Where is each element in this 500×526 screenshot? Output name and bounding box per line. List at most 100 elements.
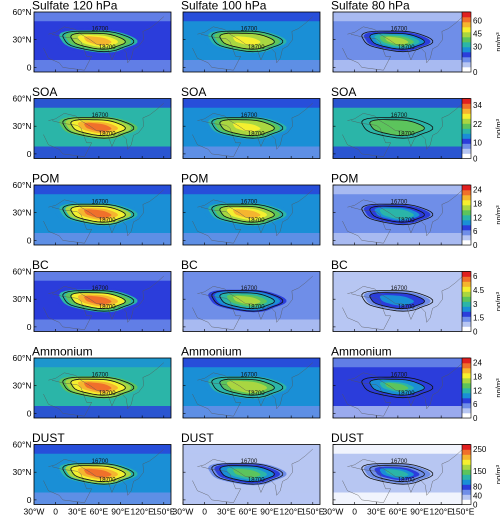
colorbar-tick-label: 45 [473, 29, 482, 38]
colorbar-swatch [462, 459, 471, 465]
panel-ammonium-0: 16700 18700 Ammonium 0 30°N 60°N [13, 345, 172, 419]
coastline-africa [43, 33, 93, 71]
field-midlat [333, 185, 470, 195]
field-midlat [34, 12, 171, 22]
lat-tick-label: 0 [27, 322, 32, 332]
contour-label: 18700 [248, 218, 265, 224]
colorbar-sulfate: 0 30 45 60 ng/m³ [461, 11, 500, 77]
colorbar-swatch [462, 32, 471, 38]
lon-tick-label: 30°E [367, 507, 386, 517]
panel-dust-0: 16700 18700 DUST 0 30°N 60°N 30°W 0 30°E 60°E 90°E… [13, 431, 176, 517]
coastline-africa [192, 379, 242, 417]
panel-title: SOA [331, 85, 356, 99]
panel-soa-2: 16700 18700 SOA [331, 85, 471, 159]
geopotential-contour [62, 463, 135, 485]
lon-tick-label: 30°W [323, 507, 344, 517]
contour-label: 18700 [398, 477, 415, 483]
lat-tick-label: 30°N [13, 208, 32, 218]
field-tropics [333, 233, 470, 245]
lon-tick-label: 30°W [24, 507, 45, 517]
contour-label: 18700 [248, 131, 265, 137]
field-tropics [183, 406, 320, 418]
contour-label: 18700 [248, 477, 265, 483]
field-tropics [183, 233, 320, 245]
geopotential-contour [219, 465, 275, 483]
geopotential-contour [62, 203, 135, 226]
colorbar-swatch [462, 276, 471, 282]
geopotential-contour [361, 203, 434, 226]
field-midlat [333, 98, 470, 108]
panel-title: Sulfate 80 hPa [331, 0, 410, 13]
geopotential-contour [70, 465, 126, 483]
geopotential-contour [211, 117, 284, 139]
panel-title: Sulfate 100 hPa [181, 0, 267, 13]
field-tropics [333, 146, 470, 159]
panel-sulfate-2: 16700 18700 Sulfate 80 hPa [331, 0, 471, 73]
lon-tick-label: 120°E [131, 507, 155, 517]
colorbar-tick-label: 250 [473, 445, 487, 454]
colorbar-swatch [462, 17, 471, 23]
colorbar-swatch [462, 42, 471, 48]
panel-sulfate-0: 16700 18700 Sulfate 120 hPa 0 30°N 60°N [13, 0, 172, 73]
panel-frame [182, 98, 321, 159]
coastline [197, 362, 313, 410]
panel-frame [182, 271, 321, 332]
colorbar-swatch [462, 306, 471, 312]
lat-tick-label: 0 [27, 62, 32, 72]
coastline-africa [342, 293, 392, 330]
colorbar-swatch [462, 281, 471, 287]
colorbar-swatch [462, 190, 471, 196]
lon-tick-label: 90°E [260, 507, 279, 517]
field-midlat [34, 185, 171, 195]
colorbar-tick-label: 24 [473, 359, 482, 368]
lon-tick-label: 0 [202, 507, 207, 517]
contour-label: 18700 [248, 304, 265, 310]
panel-frame [182, 11, 321, 73]
geopotential-contour [211, 290, 284, 312]
panel-title: DUST [181, 431, 214, 445]
lon-tick-label: 120°E [280, 507, 304, 517]
panel-title: POM [181, 172, 208, 186]
colorbar-swatch [462, 215, 471, 221]
contour-label: 18700 [248, 45, 265, 51]
colorbar-tick-label: 0 [473, 414, 478, 423]
lat-tick-label: 30°N [13, 467, 32, 477]
panel-title: Ammonium [331, 345, 392, 359]
lon-tick-label: 90°E [410, 507, 429, 517]
lon-tick-label: 30°E [68, 507, 87, 517]
colorbar-swatch [462, 464, 471, 470]
lat-tick-label: 60°N [13, 353, 32, 363]
concentration-level-5 [385, 382, 409, 391]
colorbar-swatch [462, 225, 471, 231]
colorbar-swatch [462, 220, 471, 226]
colorbar-tick-label: 6 [473, 400, 478, 409]
geopotential-contour [211, 203, 284, 226]
panel-frame [33, 357, 172, 419]
colorbar-frame [461, 98, 472, 159]
concentration-level-5 [385, 296, 409, 305]
field-midlat [183, 98, 320, 108]
geopotential-contour [361, 117, 434, 139]
panel-bc-1: 16700 18700 BC [181, 258, 321, 332]
colorbar-swatch [462, 133, 471, 139]
panel-frame [33, 184, 172, 246]
lon-tick-label: 30°W [173, 507, 194, 517]
panel-bc-0: 16700 18700 BC 0 30°N 60°N [13, 258, 172, 332]
coastline [347, 16, 463, 64]
panel-frame [182, 444, 321, 505]
panel-soa-0: 16700 18700 SOA 0 30°N 60°N [13, 85, 172, 159]
field-midlat [333, 444, 470, 454]
geopotential-contour [369, 119, 425, 137]
contour-label: 18700 [398, 304, 415, 310]
panel-title: DUST [331, 431, 364, 445]
field-midlat [333, 271, 470, 281]
field-tropics [333, 406, 470, 418]
concentration-level-5 [84, 468, 112, 478]
colorbar-swatch [462, 403, 471, 409]
colorbar-frame [461, 271, 472, 332]
colorbar-tick-label: 150 [473, 467, 487, 476]
colorbar-swatch [462, 311, 471, 317]
colorbar-frame [461, 444, 472, 505]
colorbar-swatch [462, 118, 471, 124]
